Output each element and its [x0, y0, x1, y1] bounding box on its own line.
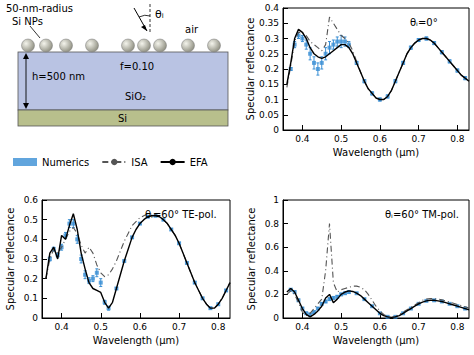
svg-text:1: 1: [273, 195, 279, 205]
svg-text:0.6: 0.6: [373, 322, 388, 332]
svg-text:0.25: 0.25: [259, 49, 279, 59]
svg-text:SiO₂: SiO₂: [125, 91, 146, 102]
svg-text:0.4: 0.4: [24, 234, 39, 244]
svg-text:0.2: 0.2: [265, 289, 279, 299]
svg-text:h=500 nm: h=500 nm: [32, 71, 85, 82]
svg-text:Si: Si: [118, 113, 127, 124]
svg-text:0.8: 0.8: [450, 134, 465, 144]
svg-text:air: air: [185, 24, 199, 35]
svg-text:EFA: EFA: [190, 157, 208, 168]
svg-text:0.6: 0.6: [133, 322, 148, 332]
svg-text:0.05: 0.05: [259, 110, 279, 120]
svg-text:0.35: 0.35: [259, 18, 279, 28]
svg-text:θᵢ=0°: θᵢ=0°: [410, 17, 438, 28]
svg-text:0.5: 0.5: [334, 134, 348, 144]
svg-text:0.4: 0.4: [265, 3, 280, 13]
svg-text:0.1: 0.1: [265, 95, 279, 105]
svg-text:0.3: 0.3: [24, 254, 38, 264]
svg-text:Wavelength (μm): Wavelength (μm): [333, 147, 420, 158]
svg-text:0.8: 0.8: [450, 322, 465, 332]
svg-text:0.7: 0.7: [411, 134, 425, 144]
svg-text:0.4: 0.4: [295, 134, 310, 144]
svg-text:0: 0: [273, 125, 279, 135]
svg-text:θᵢ=60° TM-pol.: θᵢ=60° TM-pol.: [385, 209, 459, 220]
svg-text:50-nm-radius: 50-nm-radius: [6, 3, 73, 14]
svg-text:0.6: 0.6: [373, 134, 388, 144]
svg-text:0.2: 0.2: [265, 64, 279, 74]
svg-text:0: 0: [273, 313, 279, 323]
svg-text:0.5: 0.5: [24, 215, 38, 225]
svg-text:ISA: ISA: [131, 157, 147, 168]
svg-text:0.7: 0.7: [172, 322, 186, 332]
svg-text:Specular reflectance: Specular reflectance: [5, 208, 16, 311]
svg-text:0.6: 0.6: [265, 242, 280, 252]
svg-text:Specular reflectance: Specular reflectance: [246, 208, 257, 311]
svg-text:Numerics: Numerics: [42, 157, 89, 168]
svg-text:f=0.10: f=0.10: [120, 61, 154, 72]
svg-text:0.4: 0.4: [265, 266, 280, 276]
svg-text:Specular reflectance: Specular reflectance: [245, 18, 256, 121]
svg-text:0: 0: [32, 313, 38, 323]
svg-text:0.4: 0.4: [295, 322, 310, 332]
svg-text:Wavelength (μm): Wavelength (μm): [93, 335, 180, 346]
svg-text:θᵢ: θᵢ: [155, 8, 164, 21]
svg-text:0.8: 0.8: [211, 322, 226, 332]
svg-text:0.3: 0.3: [265, 34, 279, 44]
svg-text:Si NPs: Si NPs: [12, 16, 43, 27]
svg-text:0.2: 0.2: [24, 274, 38, 284]
svg-text:0.5: 0.5: [94, 322, 108, 332]
svg-text:0.4: 0.4: [54, 322, 69, 332]
svg-text:0.7: 0.7: [411, 322, 425, 332]
svg-text:0.5: 0.5: [334, 322, 348, 332]
svg-text:θᵢ=60° TE-pol.: θᵢ=60° TE-pol.: [145, 209, 217, 220]
svg-text:0.15: 0.15: [259, 79, 279, 89]
svg-text:0.8: 0.8: [265, 219, 280, 229]
svg-text:Wavelength (μm): Wavelength (μm): [333, 335, 420, 346]
svg-text:0.6: 0.6: [24, 195, 39, 205]
svg-text:0.1: 0.1: [24, 293, 38, 303]
